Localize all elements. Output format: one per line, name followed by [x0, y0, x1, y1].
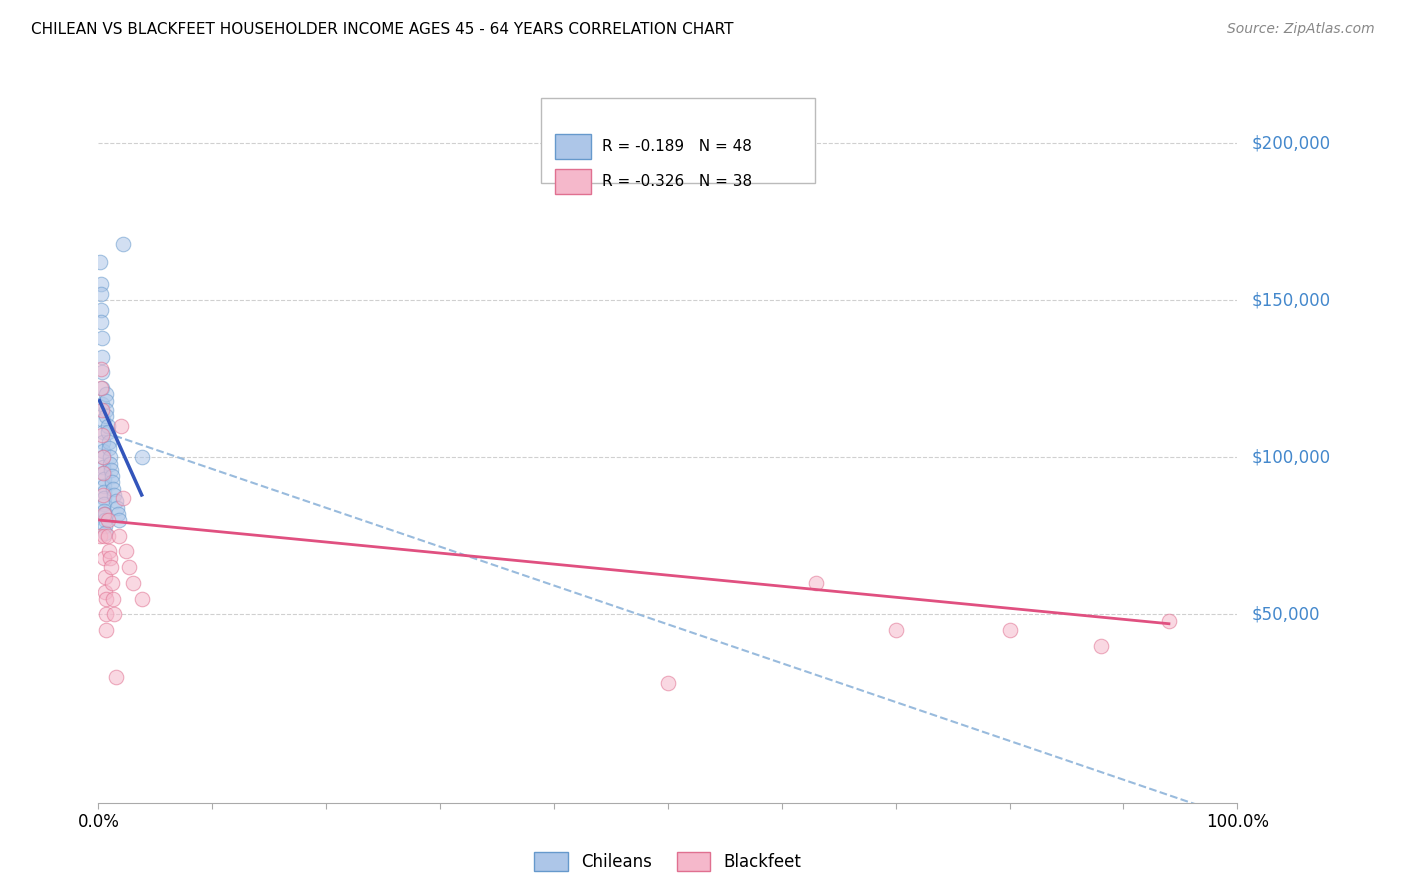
Point	[131, 450, 153, 465]
Point	[93, 472, 115, 486]
Point	[91, 444, 114, 458]
Point	[101, 475, 124, 490]
Legend: Chileans, Blackfeet: Chileans, Blackfeet	[527, 845, 808, 878]
Point	[94, 569, 117, 583]
Point	[90, 315, 112, 329]
Point	[96, 529, 118, 543]
Point	[90, 331, 112, 345]
Point	[1090, 639, 1112, 653]
Point	[96, 425, 118, 439]
Point	[94, 507, 117, 521]
Point	[94, 525, 117, 540]
Text: Source: ZipAtlas.com: Source: ZipAtlas.com	[1227, 22, 1375, 37]
Point	[131, 591, 153, 606]
Point	[91, 412, 114, 426]
Point	[90, 362, 112, 376]
Point	[94, 585, 117, 599]
Text: $150,000: $150,000	[1251, 291, 1330, 310]
Point	[96, 403, 118, 417]
Point	[93, 497, 115, 511]
Point	[97, 441, 120, 455]
Point	[90, 366, 112, 380]
Point	[90, 277, 112, 292]
Point	[97, 544, 120, 558]
Point	[91, 459, 114, 474]
Point	[103, 488, 125, 502]
Point	[998, 623, 1021, 637]
Text: R = -0.326   N = 38: R = -0.326 N = 38	[602, 175, 752, 189]
Point	[90, 381, 112, 395]
Point	[98, 457, 121, 471]
Text: $100,000: $100,000	[1251, 449, 1330, 467]
Point	[804, 575, 827, 590]
Point	[93, 507, 115, 521]
Point	[112, 236, 135, 251]
Point	[100, 463, 122, 477]
Point	[91, 434, 114, 449]
Point	[96, 513, 118, 527]
Point	[101, 469, 124, 483]
Point	[108, 513, 131, 527]
Point	[657, 676, 679, 690]
Point	[90, 286, 112, 301]
Point	[93, 466, 115, 480]
Point	[104, 494, 127, 508]
Point	[91, 425, 114, 439]
Point	[90, 350, 112, 364]
Point	[91, 488, 114, 502]
Point	[90, 403, 112, 417]
Point	[96, 607, 118, 622]
Text: $200,000: $200,000	[1251, 134, 1330, 153]
Point	[93, 484, 115, 499]
Point	[97, 434, 120, 449]
Point	[93, 503, 115, 517]
Point	[96, 418, 118, 433]
Point	[121, 575, 143, 590]
Point	[90, 428, 112, 442]
Point	[93, 478, 115, 492]
Point	[101, 575, 124, 590]
Point	[96, 591, 118, 606]
Point	[100, 560, 122, 574]
Point	[110, 418, 132, 433]
Point	[94, 519, 117, 533]
Point	[89, 529, 111, 543]
Text: CHILEAN VS BLACKFEET HOUSEHOLDER INCOME AGES 45 - 64 YEARS CORRELATION CHART: CHILEAN VS BLACKFEET HOUSEHOLDER INCOME …	[31, 22, 734, 37]
Point	[96, 387, 118, 401]
Point	[93, 550, 115, 565]
Text: R = -0.189   N = 48: R = -0.189 N = 48	[602, 139, 752, 153]
Point	[98, 550, 121, 565]
Point	[89, 255, 111, 269]
Point	[90, 381, 112, 395]
Point	[96, 393, 118, 408]
Point	[114, 544, 136, 558]
Point	[103, 482, 125, 496]
Point	[884, 623, 907, 637]
Point	[112, 491, 135, 505]
Point	[103, 591, 125, 606]
Point	[96, 409, 118, 424]
Point	[105, 500, 128, 515]
Point	[91, 450, 114, 465]
Point	[1157, 614, 1180, 628]
Point	[90, 397, 112, 411]
Point	[91, 466, 114, 480]
Point	[108, 529, 131, 543]
Point	[93, 491, 115, 505]
Point	[91, 450, 114, 465]
Text: $50,000: $50,000	[1251, 606, 1320, 624]
Point	[104, 670, 127, 684]
Point	[94, 513, 117, 527]
Point	[118, 560, 141, 574]
Point	[90, 302, 112, 317]
Point	[96, 623, 118, 637]
Point	[103, 607, 125, 622]
Point	[98, 450, 121, 465]
Point	[107, 507, 129, 521]
Point	[93, 529, 115, 543]
